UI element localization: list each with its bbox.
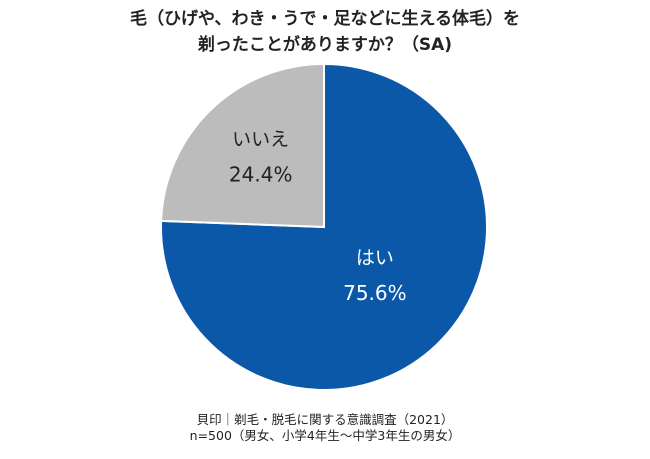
slice-value-label-1: 24.4% (229, 162, 293, 186)
pie-slice-1 (160, 62, 325, 229)
slice-value-label-0: 75.6% (343, 281, 407, 305)
slice-label-0: はい (356, 247, 394, 269)
source-line-2: n=500（男女、小学4年生～中学3年生の男女） (189, 428, 461, 443)
source-note: 貝印｜剃毛・脱毛に関する意識調査（2021） n=500（男女、小学4年生～中学… (0, 412, 650, 444)
slice-label-1: いいえ (232, 128, 289, 150)
source-line-1: 貝印｜剃毛・脱毛に関する意識調査（2021） (196, 412, 454, 427)
chart-title-line-2: 剃ったことがありますか？（SA) (197, 35, 453, 55)
chart-title-line-1: 毛（ひげや、わき・うで・足などに生える体毛）を (130, 9, 520, 29)
chart-title: 毛（ひげや、わき・うで・足などに生える体毛）を 剃ったことがありますか？（SA) (0, 6, 650, 58)
